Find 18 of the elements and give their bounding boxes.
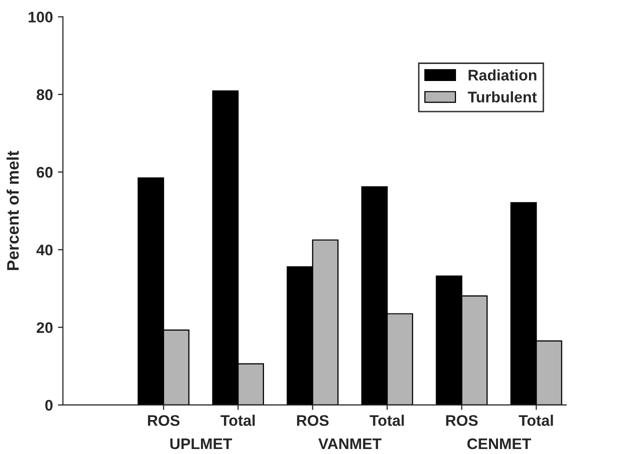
legend-label: Turbulent bbox=[468, 91, 537, 102]
y-axis-title: Percent of melt bbox=[6, 150, 19, 270]
x-tick-label: Total bbox=[220, 414, 255, 426]
x-tick-label: Total bbox=[370, 414, 404, 426]
y-tick-label: 20 bbox=[36, 322, 53, 334]
x-tick-label: ROS bbox=[446, 415, 478, 426]
text: UPLMET bbox=[170, 438, 232, 450]
y-tick-label: 40 bbox=[36, 244, 53, 256]
y-tick-label: 60 bbox=[36, 166, 53, 178]
x-tick-label: ROS bbox=[297, 415, 329, 426]
x-tick-label: Total bbox=[518, 414, 553, 426]
y-tick-label: 80 bbox=[36, 89, 53, 100]
y-tick-label: 0 bbox=[45, 400, 53, 411]
legend-label: Radiation bbox=[468, 69, 536, 81]
text: CENMET bbox=[467, 438, 532, 450]
y-tick-label: 100 bbox=[28, 12, 53, 22]
text: VANMET bbox=[318, 438, 382, 450]
x-tick-label: ROS bbox=[148, 415, 180, 426]
